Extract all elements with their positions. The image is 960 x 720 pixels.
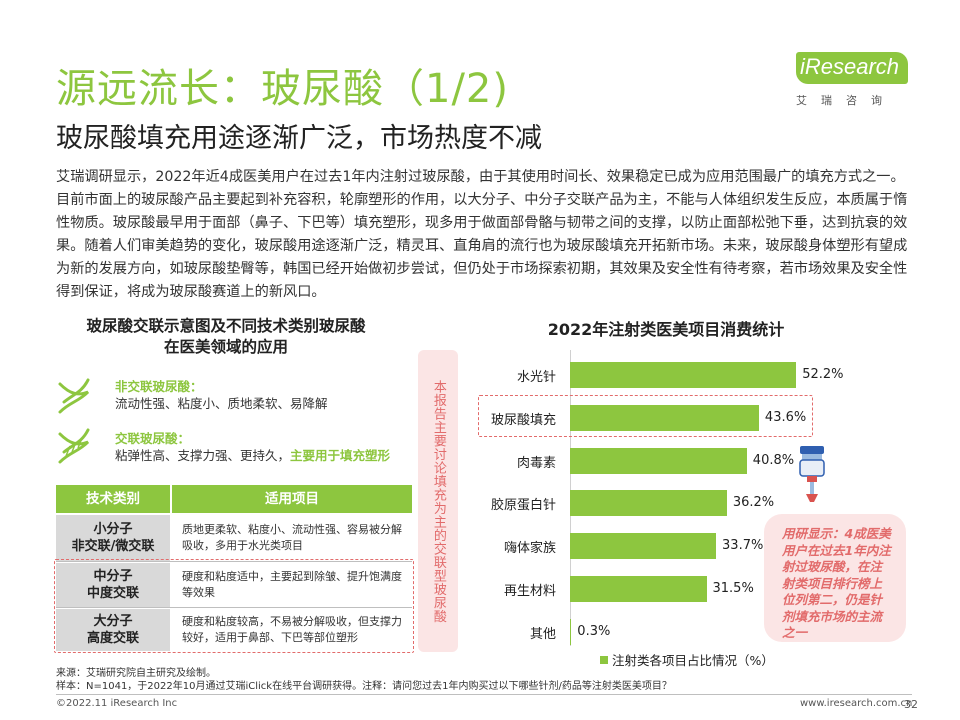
- chart-highlight-box: [478, 395, 813, 437]
- category-label: 再生材料: [503, 584, 556, 599]
- crosslinked-helix-icon: [56, 422, 92, 466]
- table-header: 技术类别 适用项目: [56, 485, 412, 513]
- table-row: 中分子中度交联 硬度和粘度适中，主要起到除皱、提升饱满度等效果: [56, 563, 412, 607]
- table-row: 小分子非交联/微交联 质地更柔软、粘度小、流动性强、容易被分解吸收，多用于水光类…: [56, 515, 412, 561]
- category-label: 嗨体家族: [503, 541, 556, 557]
- type-line1: 小分子: [93, 522, 133, 537]
- category-label: 其他: [529, 626, 556, 642]
- chart-legend: 注射类各项目占比情况（%）: [600, 650, 774, 669]
- data-label: 0.3%: [577, 623, 611, 639]
- legend-crosslinked-highlight: 主要用于填充塑形: [290, 448, 391, 463]
- left-section-title: 玻尿酸交联示意图及不同技术类别玻尿酸 在医美领域的应用: [56, 316, 396, 358]
- table-cell-type: 中分子 中度交联: [56, 563, 170, 607]
- data-label: 36.2%: [732, 495, 775, 511]
- chart-title: 2022年注射类医美项目消费统计: [547, 320, 785, 339]
- callout-text: 用研显示：4成医美用户在过去1年内注射过玻尿酸，在注射类项目排行榜上位列第二，仍…: [782, 526, 891, 640]
- bar: [570, 362, 797, 388]
- helix-icon: [56, 372, 92, 416]
- intro-paragraph: 艾瑞调研显示，2022年近4成医美用户在过去1年内注射过玻尿酸，由于其使用时间长…: [56, 169, 908, 300]
- type-line2: 非交联/微交联: [71, 539, 155, 554]
- page-subtitle: 玻尿酸填充用途逐渐广泛，市场热度不减: [56, 123, 542, 154]
- bar: [570, 576, 707, 602]
- data-label: 43.6%: [764, 409, 807, 425]
- logo-cn: 艾瑞咨询: [796, 94, 896, 107]
- source-note: 来源：艾瑞研究院自主研究及绘制。: [56, 668, 216, 679]
- table-cell-use: 硬度和粘度适中，主要起到除皱、提升饱满度等效果: [182, 570, 402, 599]
- data-label: 33.7%: [722, 538, 764, 554]
- type-line1: 中分子: [93, 569, 133, 584]
- legend-noncrosslinked-title: 非交联玻尿酸：: [115, 379, 203, 394]
- left-title-line2: 在医美领域的应用: [163, 338, 288, 356]
- table-cell-use: 硬度和粘度较高，不易被分解吸收，但支撑力较好，适用于鼻部、下巴等部位塑形: [182, 615, 402, 644]
- category-label: 胶原蛋白针: [490, 498, 556, 514]
- legend-crosslinked-desc: 粘弹性高、支撑力强、更持久，主要用于填充塑形: [115, 445, 390, 464]
- page-number: 32: [904, 698, 918, 711]
- table-divider: [56, 561, 412, 562]
- category-label: 玻尿酸填充: [490, 412, 556, 428]
- table-row: 大分子高度交联 硬度和粘度较高，不易被分解吸收，但支撑力较好，适用于鼻部、下巴等…: [56, 609, 412, 651]
- category-label: 肉毒素: [516, 455, 556, 471]
- table-highlight-box: [54, 559, 414, 653]
- legend-crosslinked-desc-text: 粘弹性高、支撑力强、更持久，: [115, 448, 291, 463]
- table-header-type: 技术类别: [86, 491, 140, 507]
- sample-note: 样本：N=1041，于2022年10月通过艾瑞iClick在线平台调研获得。注释…: [56, 681, 672, 692]
- vertical-note-text: 本报告主要讨论填充为主的交联型玻尿酸: [430, 379, 446, 623]
- bar: [570, 447, 747, 474]
- bar: [570, 618, 572, 645]
- legend-crosslinked-title: 交联玻尿酸：: [115, 431, 191, 446]
- iresearch-logo: iResearch 艾瑞咨询: [796, 52, 912, 110]
- table-header-use: 适用项目: [170, 485, 412, 513]
- legend-label: 注射类各项目占比情况（%）: [612, 653, 774, 668]
- left-title-line1: 玻尿酸交联示意图及不同技术类别玻尿酸: [86, 317, 366, 335]
- legend-noncrosslinked-desc: 流动性强、粘度小、质地柔软、易降解: [115, 396, 328, 411]
- type-line2: 中度交联: [86, 586, 139, 601]
- table-cell-use: 质地更柔软、粘度小、流动性强、容易被分解吸收，多用于水光类项目: [182, 523, 402, 552]
- category-label: 水光针: [516, 370, 556, 385]
- data-label: 31.5%: [712, 581, 754, 596]
- table-cell-type: 大分子 高度交联: [56, 609, 170, 651]
- page-title: 源远流长：玻尿酸（1/2): [56, 66, 509, 112]
- bar: [570, 533, 717, 560]
- data-label: 52.2%: [802, 367, 844, 382]
- data-label: 40.8%: [752, 452, 795, 468]
- type-line1: 大分子: [93, 614, 133, 629]
- table-cell-type: 小分子非交联/微交联: [56, 515, 170, 561]
- legend-swatch: [600, 656, 608, 664]
- table-divider: [56, 607, 412, 608]
- survey-callout: 用研显示：4成医美用户在过去1年内注射过玻尿酸，在注射类项目排行榜上位列第二，仍…: [764, 514, 906, 642]
- logo-badge: [796, 52, 908, 84]
- bar: [570, 404, 759, 431]
- logo-word: iResearch: [800, 54, 900, 79]
- vertical-note: 本报告主要讨论填充为主的交联型玻尿酸: [418, 350, 458, 652]
- bar-chart: 水光针 52.2% 玻尿酸填充 43.6% 肉毒素 40.8% 胶原蛋白针 36.2% 嗨体家族…: [470, 350, 850, 650]
- footer-divider: [56, 694, 912, 695]
- type-line2: 高度交联: [86, 631, 139, 646]
- copyright: ©2022.11 iResearch Inc: [56, 698, 178, 709]
- website-link[interactable]: www.iresearch.com.cn: [800, 698, 913, 709]
- bar: [570, 490, 727, 517]
- vial-icon: [798, 446, 826, 504]
